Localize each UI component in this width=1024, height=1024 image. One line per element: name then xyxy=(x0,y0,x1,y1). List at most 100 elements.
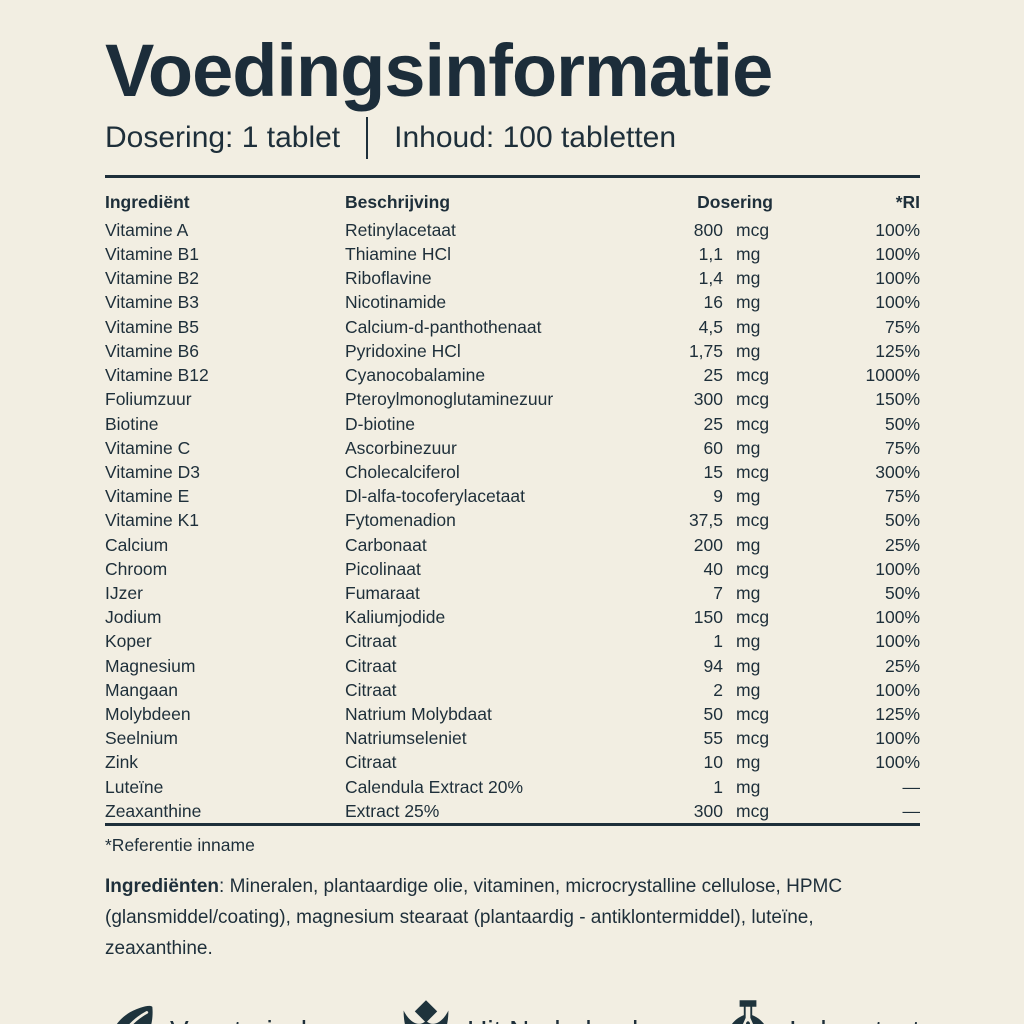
cell-unit: mg xyxy=(736,655,761,676)
column-header-ri: *RI xyxy=(895,191,921,212)
cell-unit: mg xyxy=(736,534,761,555)
dosage-subtitle: Dosering: 1 tablet Inhoud: 100 tabletten xyxy=(105,116,920,159)
cell-ingredient: Vitamine B2 xyxy=(105,268,200,289)
cell-ri: 100% xyxy=(875,558,921,579)
table-row: Vitamine B12 Cyanocobalamine 25 mcg 1000… xyxy=(105,363,920,387)
cell-ri: 100% xyxy=(875,752,921,773)
cell-amount: 1 xyxy=(713,631,723,652)
page-title: Voedingsinformatie xyxy=(105,29,773,112)
table-row: Vitamine D3 Cholecalciferol 15 mcg 300% xyxy=(105,460,920,484)
table-row: Luteïne Calendula Extract 20% 1 mg — xyxy=(105,775,920,799)
cell-description: Citraat xyxy=(345,631,397,652)
cell-description: Natrium Molybdaat xyxy=(345,703,492,724)
cell-unit: mcg xyxy=(736,365,770,386)
cell-unit: mcg xyxy=(736,728,770,749)
badge-label: Lab getest xyxy=(789,1015,920,1024)
table-row: Vitamine B3 Nicotinamide 16 mg 100% xyxy=(105,290,920,314)
table-row: Vitamine B1 Thiamine HCl 1,1 mg 100% xyxy=(105,242,920,266)
ingredients-text: : Mineralen, plantaardige olie, vitamine… xyxy=(105,875,843,959)
table-row: Seelnium Natriumseleniet 55 mcg 100% xyxy=(105,726,920,750)
cell-amount: 1,4 xyxy=(698,268,723,289)
cell-ri: 75% xyxy=(884,437,921,458)
cell-unit: mcg xyxy=(736,607,770,628)
cell-ingredient: Vitamine K1 xyxy=(105,510,200,531)
cell-ingredient: Seelnium xyxy=(105,728,178,749)
cell-ingredient: Molybdeen xyxy=(105,703,191,724)
cell-amount: 25 xyxy=(703,413,723,434)
cell-amount: 2 xyxy=(713,679,723,700)
cell-unit: mg xyxy=(736,631,761,652)
cell-unit: mcg xyxy=(736,389,770,410)
cell-unit: mcg xyxy=(736,800,770,821)
cell-amount: 1,1 xyxy=(698,244,723,265)
cell-ingredient: Magnesium xyxy=(105,655,196,676)
cell-description: Dl-alfa-tocoferylacetaat xyxy=(345,486,525,507)
cell-ri: 100% xyxy=(875,268,921,289)
cell-description: Citraat xyxy=(345,752,397,773)
nutrition-table: Ingrediënt Beschrijving Dosering *RI Vit… xyxy=(105,191,920,823)
flask-icon xyxy=(720,1000,776,1024)
cell-ri: 100% xyxy=(875,631,921,652)
cell-amount: 300 xyxy=(693,800,723,821)
cell-ri: 125% xyxy=(875,340,921,361)
reference-footnote: *Referentie inname xyxy=(105,834,255,855)
cell-ri: 50% xyxy=(884,413,921,434)
table-row: Zink Citraat 10 mg 100% xyxy=(105,750,920,774)
table-row: Zeaxanthine Extract 25% 300 mcg — xyxy=(105,799,920,823)
table-row: IJzer Fumaraat 7 mg 50% xyxy=(105,581,920,605)
cell-ingredient: Zeaxanthine xyxy=(105,800,202,821)
content-info: Inhoud: 100 tabletten xyxy=(394,120,677,154)
cell-ingredient: Vitamine A xyxy=(105,219,189,240)
table-row: Jodium Kaliumjodide 150 mcg 100% xyxy=(105,605,920,629)
table-row: Foliumzuur Pteroylmonoglutaminezuur 300 … xyxy=(105,387,920,411)
table-row: Vitamine E Dl-alfa-tocoferylacetaat 9 mg… xyxy=(105,484,920,508)
cell-description: Kaliumjodide xyxy=(345,607,446,628)
cell-ri: 75% xyxy=(884,486,921,507)
cell-description: Calendula Extract 20% xyxy=(345,776,524,797)
cell-description: Riboflavine xyxy=(345,268,432,289)
cell-amount: 200 xyxy=(693,534,723,555)
cell-ri: 100% xyxy=(875,219,921,240)
cell-ingredient: Vitamine C xyxy=(105,437,191,458)
cell-description: Pyridoxine HCl xyxy=(345,340,461,361)
cell-ri: 50% xyxy=(884,582,921,603)
cell-description: Citraat xyxy=(345,679,397,700)
cell-description: Fytomenadion xyxy=(345,510,456,531)
cell-unit: mg xyxy=(736,292,761,313)
column-header-description: Beschrijving xyxy=(345,191,451,212)
cell-unit: mg xyxy=(736,679,761,700)
table-row: Molybdeen Natrium Molybdaat 50 mcg 125% xyxy=(105,702,920,726)
cell-ri: 25% xyxy=(884,655,921,676)
bottom-rule xyxy=(105,822,920,826)
cell-amount: 300 xyxy=(693,389,723,410)
dose-info: Dosering: 1 tablet xyxy=(105,120,341,154)
cell-amount: 16 xyxy=(703,292,723,313)
badge-vegetarian: Vegetarisch xyxy=(105,1003,316,1024)
cell-ingredient: Luteïne xyxy=(105,776,164,797)
cell-amount: 15 xyxy=(703,461,723,482)
cell-ingredient: IJzer xyxy=(105,582,143,603)
badge-label: Uit Nederland xyxy=(467,1015,638,1024)
cell-description: Calcium-d-panthothenaat xyxy=(345,316,542,337)
cell-ri: 150% xyxy=(875,389,921,410)
cell-description: Nicotinamide xyxy=(345,292,447,313)
cell-unit: mcg xyxy=(736,703,770,724)
cell-description: Natriumseleniet xyxy=(345,728,467,749)
table-row: Vitamine K1 Fytomenadion 37,5 mcg 50% xyxy=(105,508,920,532)
table-body: Vitamine A Retinylacetaat 800 mcg 100% V… xyxy=(105,218,920,823)
ingredients-paragraph: Ingrediënten: Mineralen, plantaardige ol… xyxy=(105,871,920,964)
cell-unit: mg xyxy=(736,316,761,337)
cell-description: Thiamine HCl xyxy=(345,244,451,265)
cell-amount: 60 xyxy=(703,437,723,458)
cell-ingredient: Mangaan xyxy=(105,679,178,700)
cell-amount: 94 xyxy=(703,655,723,676)
table-row: Vitamine B6 Pyridoxine HCl 1,75 mg 125% xyxy=(105,339,920,363)
cell-ri: — xyxy=(902,776,921,797)
cell-amount: 800 xyxy=(693,219,723,240)
cell-unit: mcg xyxy=(736,510,770,531)
badge-lab-tested: Lab getest xyxy=(720,1000,920,1024)
column-header-ingredient: Ingrediënt xyxy=(105,191,190,212)
cell-amount: 4,5 xyxy=(698,316,723,337)
cell-amount: 1,75 xyxy=(688,340,723,361)
